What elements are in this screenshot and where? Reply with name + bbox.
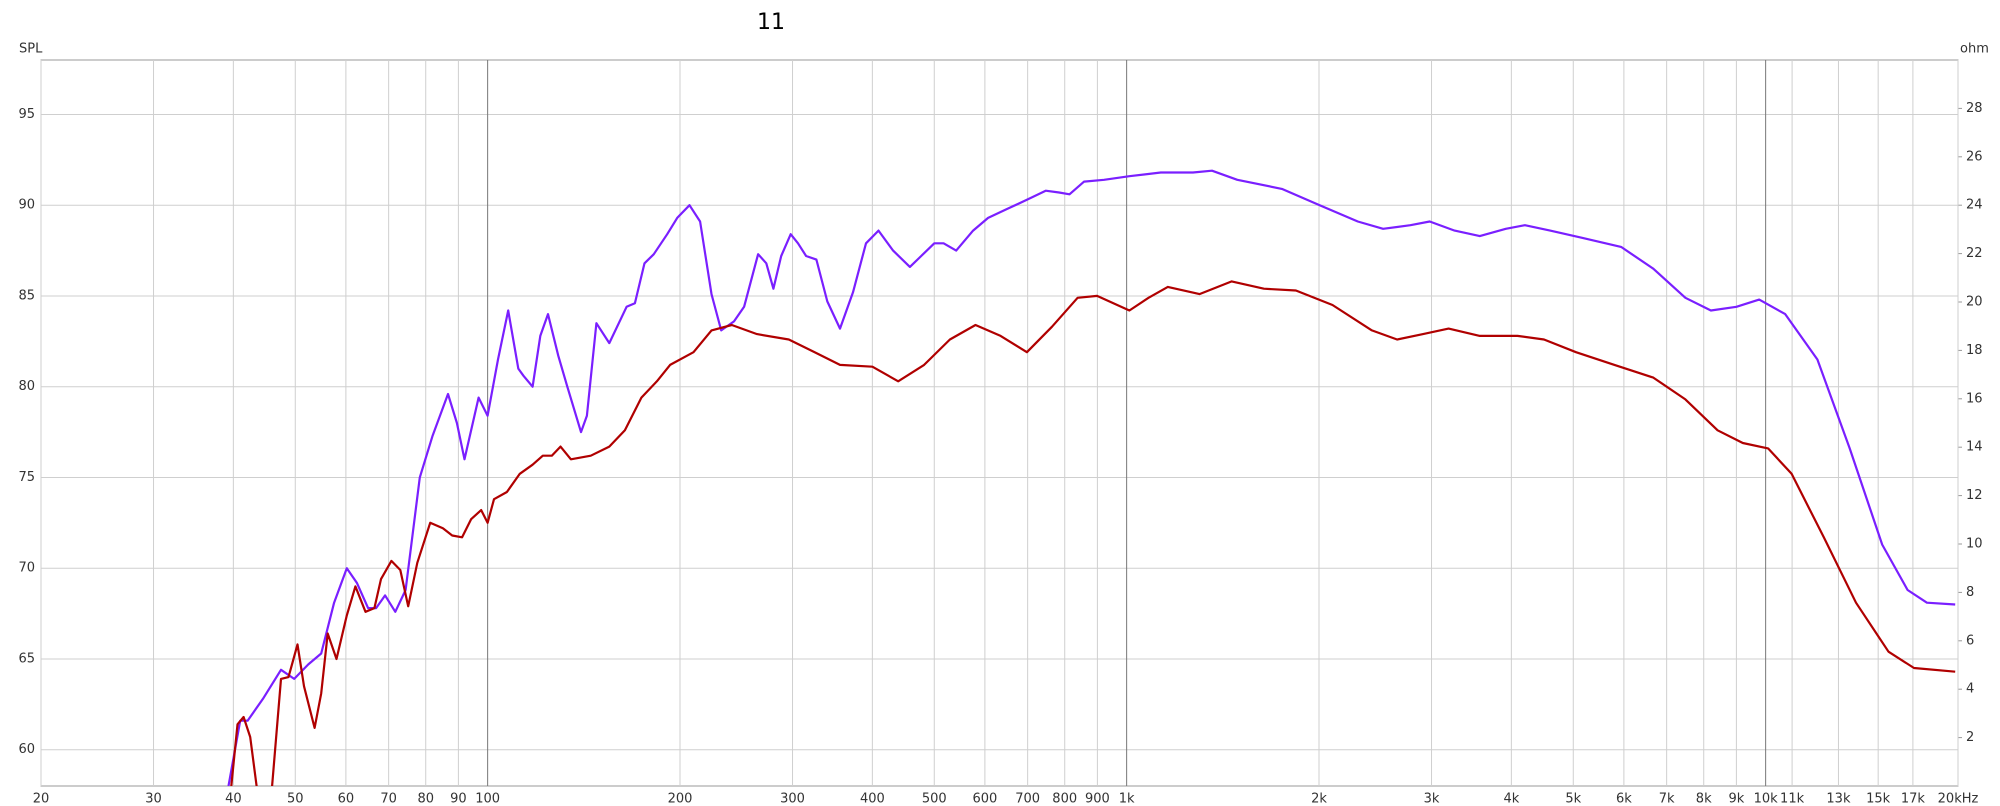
x-tick-label: 5k: [1565, 792, 1581, 806]
y2-tick-label: 2: [1966, 730, 1974, 745]
x-tick-label: 15k: [1866, 792, 1891, 806]
y-tick-label: 65: [18, 651, 35, 666]
x-tick-label: 20kHz: [1938, 792, 1979, 806]
y-tick-label: 95: [18, 107, 35, 122]
x-tick-label: 30: [145, 792, 162, 806]
x-tick-label: 40: [225, 792, 242, 806]
x-tick-label: 20: [33, 792, 50, 806]
y-tick-label: 85: [18, 288, 35, 303]
x-tick-label: 400: [860, 792, 885, 806]
y-tick-label: 80: [18, 379, 35, 394]
x-tick-label: 2k: [1311, 792, 1327, 806]
y2-tick-label: 6: [1966, 633, 1974, 648]
x-tick-label: 100: [475, 792, 500, 806]
plot-lines: [227, 169, 1956, 786]
x-tick-label: 80: [417, 792, 434, 806]
y2-tick-label: 16: [1966, 391, 1983, 406]
chart-title: 11: [757, 10, 785, 35]
x-tick-label: 900: [1085, 792, 1110, 806]
x-tick-label: 3k: [1424, 792, 1440, 806]
series-line: [227, 169, 1956, 786]
x-tick-label: 700: [1015, 792, 1040, 806]
y2-tick-label: 28: [1966, 101, 1983, 116]
y-axis-label: SPL: [19, 42, 43, 57]
y2-tick-label: 18: [1966, 343, 1983, 358]
x-tick-label: 60: [338, 792, 355, 806]
y-tick-label: 70: [18, 561, 35, 576]
x-tick-label: 800: [1052, 792, 1077, 806]
y2-tick-label: 24: [1966, 198, 1983, 213]
x-tick-label: 1k: [1119, 792, 1135, 806]
y2-tick-label: 20: [1966, 295, 1983, 310]
x-tick-label: 4k: [1503, 792, 1519, 806]
y-tick-label: 60: [18, 742, 35, 757]
x-tick-label: 8k: [1696, 792, 1712, 806]
x-tick-label: 9k: [1728, 792, 1744, 806]
y2-tick-label: 4: [1966, 682, 1974, 697]
x-tick-label: 70: [380, 792, 397, 806]
y-tick-label: 75: [18, 470, 35, 485]
y2-tick-label: 22: [1966, 246, 1983, 261]
x-tick-label: 500: [922, 792, 947, 806]
x-tick-label: 11k: [1780, 792, 1805, 806]
y-tick-label: 90: [18, 198, 35, 213]
x-tick-label: 200: [668, 792, 693, 806]
y2-tick-label: 12: [1966, 488, 1983, 503]
x-tick-label: 10k: [1754, 792, 1779, 806]
x-tick-label: 90: [450, 792, 467, 806]
x-tick-label: 13k: [1826, 792, 1851, 806]
y2-axis-label: ohm: [1960, 42, 1989, 57]
x-tick-label: 6k: [1616, 792, 1632, 806]
x-tick-label: 50: [287, 792, 304, 806]
y2-tick-label: 26: [1966, 149, 1983, 164]
x-tick-label: 17k: [1901, 792, 1926, 806]
y2-tick-label: 14: [1966, 440, 1983, 455]
plot-area: [40, 59, 1959, 787]
series-line: [230, 280, 1956, 786]
y2-tick-label: 10: [1966, 537, 1983, 552]
y2-tick-label: 8: [1966, 585, 1974, 600]
x-tick-label: 7k: [1659, 792, 1675, 806]
x-tick-label: 600: [972, 792, 997, 806]
x-tick-label: 300: [780, 792, 805, 806]
